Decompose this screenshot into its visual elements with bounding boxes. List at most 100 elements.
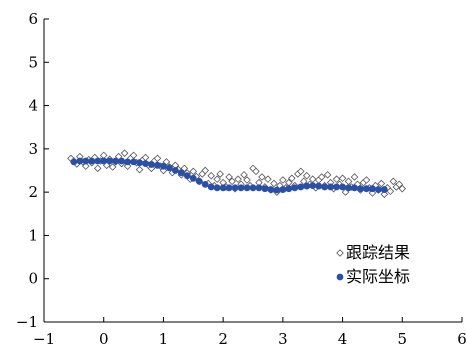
legend-label-actual-coordinate: 实际坐标 xyxy=(346,267,410,286)
data-point-tracking xyxy=(225,173,233,181)
data-point-actual xyxy=(351,184,358,192)
data-point-actual xyxy=(237,184,245,192)
data-point-actual xyxy=(76,157,84,165)
data-point-actual xyxy=(195,177,203,185)
data-point-actual xyxy=(94,157,102,165)
data-point-tracking xyxy=(252,167,260,176)
data-point-actual xyxy=(166,164,173,172)
data-point-actual xyxy=(136,159,143,167)
data-point-tracking xyxy=(93,164,102,173)
data-point-tracking xyxy=(389,177,398,186)
x-tick-label: 4 xyxy=(338,330,348,348)
data-point-actual xyxy=(201,180,209,188)
data-point-actual xyxy=(309,182,317,190)
legend-marker-filled-circle xyxy=(336,273,344,281)
x-tick-label: 6 xyxy=(457,330,467,348)
data-point-actual xyxy=(375,186,382,193)
y-tick-label: 1 xyxy=(28,226,38,244)
x-tick-label: 1 xyxy=(159,330,169,348)
data-point-tracking xyxy=(270,179,278,188)
data-point-actual xyxy=(82,157,90,165)
data-point-actual xyxy=(171,167,179,174)
data-point-tracking xyxy=(398,184,407,193)
data-point-tracking xyxy=(362,176,371,184)
data-point-tracking xyxy=(264,175,272,183)
data-point-tracking xyxy=(123,162,132,170)
data-point-tracking xyxy=(350,173,359,181)
data-point-actual xyxy=(189,174,197,182)
data-point-actual xyxy=(315,182,323,190)
legend-item-tracking-result: 跟踪结果 xyxy=(336,243,410,262)
data-point-actual xyxy=(124,158,131,166)
data-point-actual xyxy=(369,185,376,193)
x-tick-label: 3 xyxy=(278,330,288,348)
x-tick-label: 2 xyxy=(218,330,228,348)
data-point-tracking xyxy=(332,175,341,183)
data-point-tracking xyxy=(108,163,117,171)
data-point-actual xyxy=(267,186,275,193)
data-point-actual xyxy=(207,183,215,191)
data-point-actual xyxy=(273,186,281,194)
data-point-actual xyxy=(213,184,221,192)
x-axis-ticks: −1 0 1 2 3 4 5 6 xyxy=(33,317,467,348)
y-tick-label: 3 xyxy=(28,140,38,158)
data-point-actual xyxy=(142,160,149,167)
data-point-actual xyxy=(279,186,287,193)
data-point-actual xyxy=(112,157,120,165)
y-axis-ticks: −1 0 1 2 3 4 5 6 xyxy=(16,10,49,331)
data-point-actual xyxy=(357,185,364,193)
data-point-actual xyxy=(327,183,335,191)
data-point-actual xyxy=(291,184,299,192)
data-point-actual xyxy=(321,183,329,191)
x-tick-label: −1 xyxy=(33,330,55,348)
data-point-actual xyxy=(339,183,346,191)
data-point-tracking xyxy=(386,187,395,196)
y-tick-label: 0 xyxy=(28,270,38,288)
data-point-actual xyxy=(345,184,352,192)
data-point-tracking xyxy=(317,173,326,181)
axes xyxy=(43,19,462,323)
data-point-tracking xyxy=(243,176,251,184)
data-point-tracking xyxy=(258,173,266,181)
data-point-tracking xyxy=(82,162,90,170)
data-point-actual xyxy=(148,161,155,168)
data-point-actual xyxy=(231,184,239,192)
data-point-tracking xyxy=(323,171,332,179)
y-tick-label: 2 xyxy=(28,183,38,201)
data-point-tracking xyxy=(288,174,296,183)
data-point-actual xyxy=(177,169,185,177)
y-tick-label: 4 xyxy=(28,97,38,115)
legend-label-tracking-result: 跟踪结果 xyxy=(346,243,410,262)
data-point-actual xyxy=(183,172,191,180)
data-point-tracking xyxy=(216,170,224,178)
data-point-actual xyxy=(100,157,108,165)
plot-area xyxy=(67,149,407,199)
data-point-actual xyxy=(154,161,161,169)
data-point-actual xyxy=(106,157,114,165)
data-point-tracking xyxy=(207,171,215,180)
data-point-actual xyxy=(297,183,305,191)
data-point-actual xyxy=(70,158,78,166)
data-point-actual xyxy=(219,184,227,192)
data-point-actual xyxy=(88,157,96,165)
y-tick-label: −1 xyxy=(16,313,38,331)
data-point-actual xyxy=(243,184,251,192)
data-point-actual xyxy=(333,183,340,191)
data-point-tracking xyxy=(377,179,386,188)
x-tick-label: 5 xyxy=(398,330,408,348)
data-point-tracking xyxy=(279,176,287,184)
data-point-actual xyxy=(363,185,370,193)
data-point-tracking xyxy=(338,174,347,183)
data-point-tracking xyxy=(395,180,404,189)
data-point-actual xyxy=(261,185,269,193)
data-point-actual xyxy=(160,162,167,170)
series-actual-coordinate xyxy=(70,157,388,194)
data-point-tracking xyxy=(302,171,311,180)
data-point-tracking xyxy=(135,165,144,174)
data-point-tracking xyxy=(344,177,353,186)
data-point-actual xyxy=(285,185,293,193)
data-point-tracking xyxy=(120,149,129,157)
data-point-tracking xyxy=(201,166,209,175)
data-point-tracking xyxy=(380,190,389,199)
